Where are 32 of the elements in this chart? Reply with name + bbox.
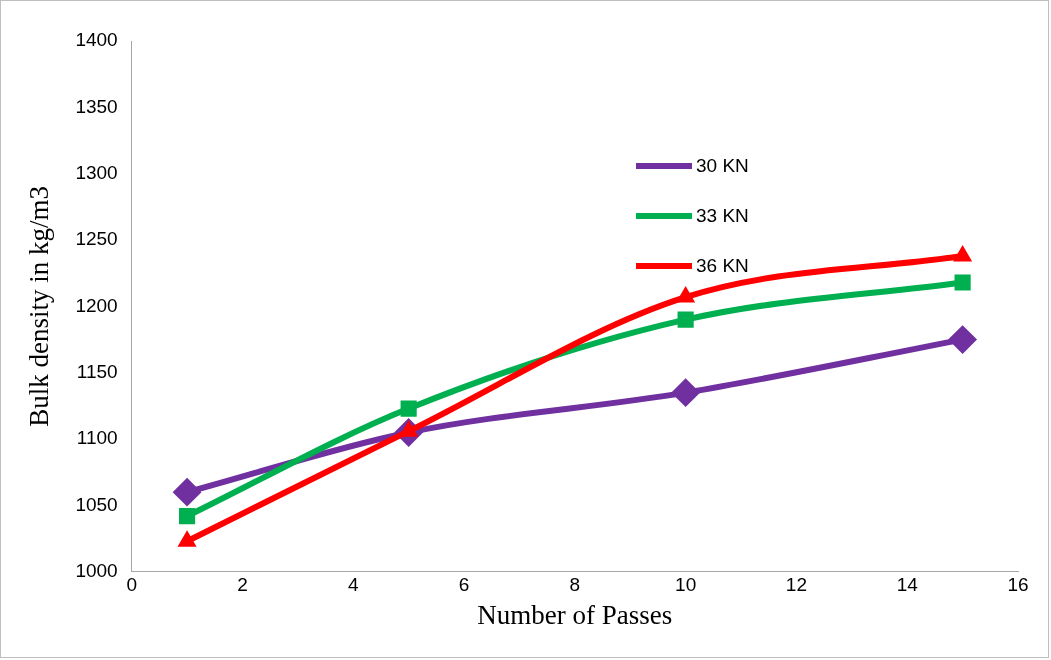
y-tick-label: 1200 [75,294,118,316]
legend-label: 36 KN [696,255,749,277]
point [953,245,972,262]
x-tick-label: 14 [896,574,919,596]
x-tick-label: 4 [347,574,359,596]
y-tick-label: 1250 [75,228,118,250]
x-tick-label: 10 [675,574,697,596]
x-tick-label: 0 [126,574,137,596]
point [400,400,417,417]
y-tick-label: 1400 [75,29,118,51]
y-axis-title: Bulk density in kg/m3 [24,186,55,427]
x-tick-label: 6 [458,574,470,596]
x-tick-label: 12 [785,574,807,596]
legend-label: 30 KN [696,155,749,177]
y-tick-label: 1350 [75,95,118,117]
x-axis-title: Number of Passes [477,599,673,630]
x-tick-label: 2 [237,574,248,596]
point [948,325,977,354]
y-tick-label: 1050 [75,493,118,515]
legend-label: 33 KN [696,205,749,227]
y-tick-label: 1000 [75,560,118,582]
point [677,311,694,328]
y-tick-label: 1300 [75,161,118,183]
y-tick-label: 1100 [76,427,118,449]
point [676,287,695,303]
y-tick-label: 1150 [76,360,118,382]
point [954,274,971,291]
x-tick-label: 16 [1007,574,1029,596]
point [178,508,196,525]
point [173,478,202,507]
x-tick-label: 8 [569,574,581,596]
point [671,378,700,407]
